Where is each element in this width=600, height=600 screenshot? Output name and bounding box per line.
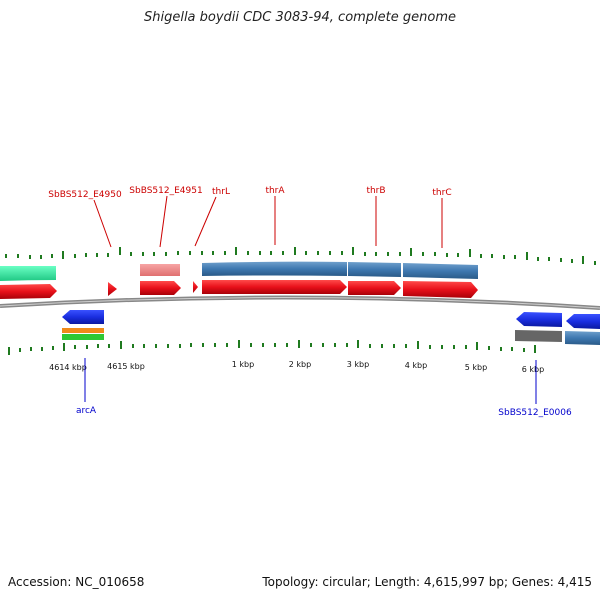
forward-label-leaders <box>93 195 443 248</box>
reverse-feature-track <box>62 328 600 345</box>
scale-label: 2 kbp <box>289 360 311 369</box>
gene-reverse-right[interactable] <box>566 314 600 329</box>
gene-label[interactable]: SbBS512_E4950 <box>48 190 122 200</box>
feature-green[interactable] <box>62 334 104 340</box>
gene-label[interactable]: SbBS512_E4951 <box>129 186 202 196</box>
scale-label: 3 kbp <box>347 360 369 369</box>
feature-thrB[interactable] <box>348 262 401 277</box>
misc-feature-green[interactable] <box>0 266 56 281</box>
scale-labels: 4614 kbp 4615 kbp 1 kbp 2 kbp 3 kbp 4 kb… <box>49 360 544 374</box>
scale-label: 6 kbp <box>522 365 544 374</box>
gene-thrC[interactable] <box>403 281 478 298</box>
scale-label: 4 kbp <box>405 361 427 370</box>
feature-thrA[interactable] <box>202 261 347 276</box>
gene-label[interactable]: arcA <box>76 406 97 416</box>
gene-label[interactable]: thrA <box>265 186 285 196</box>
gene-label[interactable]: thrL <box>212 187 230 197</box>
gene-SbBS512_E4950[interactable] <box>108 282 117 296</box>
scale-label: 4614 kbp <box>49 363 87 372</box>
feature-gray[interactable] <box>515 330 562 342</box>
feature-highlight[interactable] <box>140 264 180 276</box>
gene-forward-left[interactable] <box>0 284 57 299</box>
gene-thrL[interactable] <box>193 281 198 293</box>
inner-tick-marks <box>8 340 536 355</box>
feature-reverse-right[interactable] <box>565 331 600 345</box>
accession-text: Accession: NC_010658 <box>8 575 145 589</box>
gene-label[interactable]: thrC <box>432 188 451 198</box>
reverse-gene-labels: arcA SbBS512_E0006 <box>76 406 572 418</box>
feature-orange[interactable] <box>62 328 104 333</box>
gene-thrA[interactable] <box>202 280 347 294</box>
gene-SbBS512_E0006[interactable] <box>516 312 562 327</box>
scale-label: 1 kbp <box>232 360 254 369</box>
genome-summary-text: Topology: circular; Length: 4,615,997 bp… <box>262 575 592 589</box>
gene-arcA[interactable] <box>62 310 104 324</box>
scale-label: 5 kbp <box>465 363 487 372</box>
genome-backbone-highlight <box>0 296 600 309</box>
forward-gene-labels: SbBS512_E4950 SbBS512_E4951 thrL thrA th… <box>48 186 451 200</box>
gene-label[interactable]: thrB <box>366 186 385 196</box>
gene-label[interactable]: SbBS512_E0006 <box>498 408 572 418</box>
gene-thrB[interactable] <box>348 281 401 295</box>
scale-label: 4615 kbp <box>107 362 145 371</box>
reverse-label-leaders <box>84 358 537 404</box>
outer-tick-marks <box>5 247 596 265</box>
feature-thrC[interactable] <box>403 263 478 279</box>
reverse-gene-track <box>62 310 600 329</box>
forward-feature-track <box>0 261 478 281</box>
map-title: Shigella boydii CDC 3083-94, complete ge… <box>143 10 457 25</box>
gene-SbBS512_E4951[interactable] <box>140 281 181 295</box>
forward-gene-track <box>0 280 478 299</box>
